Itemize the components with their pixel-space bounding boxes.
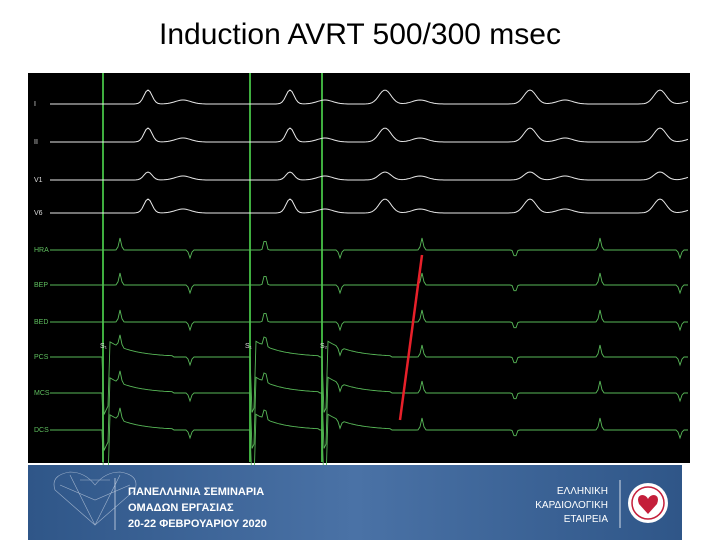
- channel-label: PCS: [34, 354, 49, 361]
- society-logo-ring: [631, 486, 665, 520]
- channel-label: V6: [34, 210, 43, 217]
- channel-label: V1: [34, 177, 43, 184]
- channel-label: MCS: [34, 390, 50, 397]
- intracardiac-trace: [50, 334, 688, 415]
- society-line: ΕΛΛΗΝΙΚΗ: [557, 486, 608, 497]
- intracardiac-trace: [50, 407, 688, 488]
- intracardiac-trace: [50, 237, 688, 260]
- channel-label: DCS: [34, 427, 49, 434]
- channel-label: HRA: [34, 247, 49, 254]
- heart-logo: [53, 471, 137, 526]
- footer-bar: [28, 465, 682, 540]
- society-logo-heart: [638, 495, 658, 514]
- intracardiac-trace: [50, 370, 688, 451]
- society-line: ΕΤΑΙΡΕΙΑ: [564, 514, 609, 525]
- surface-lead-trace: [50, 89, 689, 105]
- surface-lead-trace: [50, 198, 689, 214]
- channel-label: II: [34, 139, 38, 146]
- slide-title: Induction AVRT 500/300 msec: [159, 18, 561, 51]
- surface-lead-trace: [50, 127, 689, 143]
- channel-label: I: [34, 101, 36, 108]
- stimulus-label: S₁: [245, 343, 253, 350]
- intracardiac-trace: [50, 309, 688, 332]
- stimulus-label: S₂: [320, 343, 328, 350]
- intracardiac-trace: [50, 272, 688, 295]
- stimulus-label: S₁: [100, 343, 108, 350]
- channel-label: BEP: [34, 282, 48, 289]
- event-line: 20-22 ΦΕΒΡΟΥΑΡΙΟΥ 2020: [128, 518, 267, 530]
- annotation-line: [398, 254, 424, 421]
- tracing-panel: [28, 73, 690, 463]
- channel-label: BED: [34, 319, 48, 326]
- surface-lead-trace: [50, 171, 689, 181]
- event-line: ΟΜΑΔΩΝ ΕΡΓΑΣΙΑΣ: [128, 502, 234, 514]
- event-line: ΠΑΝΕΛΛΗΝΙΑ ΣΕΜΙΝΑΡΙΑ: [128, 486, 264, 498]
- society-line: ΚΑΡΔΙΟΛΟΓΙΚΗ: [535, 500, 608, 511]
